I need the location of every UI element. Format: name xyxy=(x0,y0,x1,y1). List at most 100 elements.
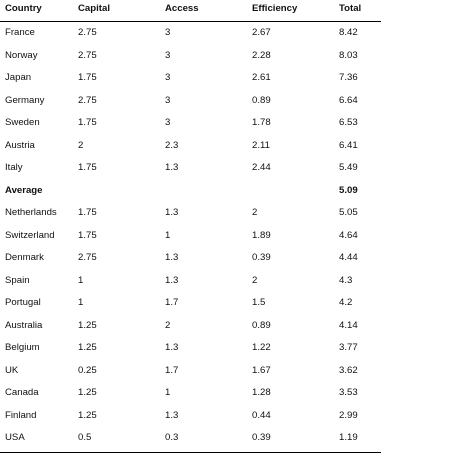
cell-access: 1.7 xyxy=(165,364,179,376)
cell-country: Netherlands xyxy=(5,207,57,218)
column-header-access: Access xyxy=(165,3,199,14)
cell-efficiency: 2.67 xyxy=(252,27,271,38)
cell-efficiency: 1.67 xyxy=(252,364,271,376)
table-bottom-rule xyxy=(0,452,381,453)
cell-country: Spain xyxy=(5,274,30,286)
cell-country: Belgium xyxy=(5,342,40,353)
table-row: Austria 2 2.3 2.11 6.41 xyxy=(0,135,381,158)
table-row: France 2.75 3 2.67 8.42 xyxy=(0,22,381,45)
cell-efficiency: 2.44 xyxy=(252,162,271,173)
cell-country: Italy xyxy=(5,162,23,173)
cell-access: 1.3 xyxy=(165,162,179,173)
cell-access: 1.3 xyxy=(165,274,179,286)
cell-efficiency: 1.22 xyxy=(252,342,271,353)
cell-country: Finland xyxy=(5,409,37,421)
cell-total: 6.53 xyxy=(339,117,358,128)
average-row: Average 5.09 xyxy=(0,180,381,203)
cell-country: Portugal xyxy=(5,297,41,308)
cell-country: Average xyxy=(5,184,43,196)
cell-country: Canada xyxy=(5,387,39,398)
cell-efficiency: 2.61 xyxy=(252,72,271,83)
cell-total: 7.36 xyxy=(339,72,358,83)
cell-capital: 0.25 xyxy=(78,364,97,376)
cell-efficiency: 2 xyxy=(252,274,258,286)
cell-access: 0.3 xyxy=(165,432,179,443)
cell-capital: 1.75 xyxy=(78,162,97,173)
column-header-country: Country xyxy=(5,3,42,14)
cell-capital: 2 xyxy=(78,139,84,151)
table-row: Switzerland 1.75 1 1.89 4.64 xyxy=(0,225,381,248)
cell-access: 1.7 xyxy=(165,297,179,308)
table-row: Sweden 1.75 3 1.78 6.53 xyxy=(0,112,381,135)
cell-access: 3 xyxy=(165,27,171,38)
cell-country: Australia xyxy=(5,319,43,331)
cell-efficiency: 1.78 xyxy=(252,117,271,128)
cell-efficiency: 0.39 xyxy=(252,252,271,263)
table-row: Belgium 1.25 1.3 1.22 3.77 xyxy=(0,337,381,360)
table-row: Spain 1 1.3 2 4.3 xyxy=(0,270,381,293)
cell-total: 5.09 xyxy=(339,184,358,196)
country-scores-table: Country Capital Access Efficiency Total … xyxy=(0,0,381,453)
cell-access: 3 xyxy=(165,49,171,61)
cell-access: 1.3 xyxy=(165,252,179,263)
table-row: Finland 1.25 1.3 0.44 2.99 xyxy=(0,405,381,428)
cell-total: 4.3 xyxy=(339,274,353,286)
cell-capital: 2.75 xyxy=(78,94,97,106)
cell-total: 5.49 xyxy=(339,162,358,173)
cell-capital: 1.75 xyxy=(78,207,97,218)
cell-capital: 0.5 xyxy=(78,432,92,443)
cell-capital: 2.75 xyxy=(78,27,97,38)
cell-capital: 2.75 xyxy=(78,49,97,61)
cell-country: Austria xyxy=(5,139,35,151)
table-row: Denmark 2.75 1.3 0.39 4.44 xyxy=(0,247,381,270)
cell-total: 1.19 xyxy=(339,432,358,443)
table-row: Italy 1.75 1.3 2.44 5.49 xyxy=(0,157,381,180)
cell-access: 3 xyxy=(165,117,171,128)
cell-total: 2.99 xyxy=(339,409,358,421)
cell-access: 1.3 xyxy=(165,342,179,353)
cell-access: 1.3 xyxy=(165,409,179,421)
column-header-efficiency: Efficiency xyxy=(252,3,298,14)
cell-efficiency: 2 xyxy=(252,207,258,218)
table-header-row: Country Capital Access Efficiency Total xyxy=(0,0,381,22)
cell-total: 5.05 xyxy=(339,207,358,218)
column-header-total: Total xyxy=(339,3,362,14)
cell-total: 3.53 xyxy=(339,387,358,398)
cell-total: 4.64 xyxy=(339,229,358,241)
table-row: Norway 2.75 3 2.28 8.03 xyxy=(0,45,381,68)
cell-total: 4.2 xyxy=(339,297,353,308)
cell-country: Sweden xyxy=(5,117,40,128)
cell-country: France xyxy=(5,27,35,38)
table-row: Germany 2.75 3 0.89 6.64 xyxy=(0,90,381,113)
cell-access: 3 xyxy=(165,94,171,106)
cell-capital: 1.25 xyxy=(78,387,97,398)
table-row: Australia 1.25 2 0.89 4.14 xyxy=(0,315,381,338)
cell-total: 3.77 xyxy=(339,342,358,353)
cell-access: 1 xyxy=(165,387,171,398)
cell-access: 1.3 xyxy=(165,207,179,218)
table-row: Canada 1.25 1 1.28 3.53 xyxy=(0,382,381,405)
cell-efficiency: 1.5 xyxy=(252,297,266,308)
cell-capital: 1.25 xyxy=(78,319,97,331)
cell-capital: 1.75 xyxy=(78,229,97,241)
cell-country: Denmark xyxy=(5,252,44,263)
cell-country: USA xyxy=(5,432,25,443)
cell-efficiency: 1.28 xyxy=(252,387,271,398)
cell-total: 3.62 xyxy=(339,364,358,376)
cell-access: 1 xyxy=(165,229,171,241)
cell-country: Switzerland xyxy=(5,229,55,241)
cell-efficiency: 1.89 xyxy=(252,229,271,241)
cell-efficiency: 0.89 xyxy=(252,319,271,331)
cell-access: 3 xyxy=(165,72,171,83)
cell-total: 6.64 xyxy=(339,94,358,106)
cell-total: 6.41 xyxy=(339,139,358,151)
cell-capital: 2.75 xyxy=(78,252,97,263)
cell-capital: 1 xyxy=(78,297,84,308)
cell-country: Norway xyxy=(5,49,38,61)
cell-capital: 1 xyxy=(78,274,84,286)
cell-capital: 1.75 xyxy=(78,117,97,128)
cell-efficiency: 2.28 xyxy=(252,49,271,61)
table-row: Netherlands 1.75 1.3 2 5.05 xyxy=(0,202,381,225)
cell-efficiency: 0.89 xyxy=(252,94,271,106)
cell-efficiency: 0.44 xyxy=(252,409,271,421)
